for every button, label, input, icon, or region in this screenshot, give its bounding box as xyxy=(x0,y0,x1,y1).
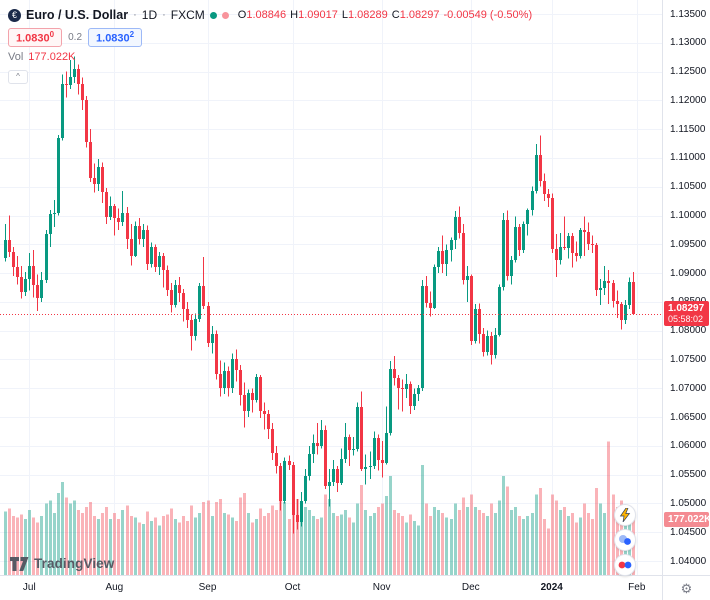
red-blue-dots-icon xyxy=(618,561,632,569)
separator: · xyxy=(133,9,137,21)
time-axis-label: Aug xyxy=(105,582,124,593)
price-axis-label: 1.04000 xyxy=(670,555,707,567)
interval-label[interactable]: 1D xyxy=(141,8,158,22)
axis-corner: ⚙ xyxy=(662,575,710,600)
open-value: 1.08846 xyxy=(246,9,287,21)
tradingview-logo-text: TradingView xyxy=(34,556,115,571)
volume-row: Vol 177.022K xyxy=(8,51,532,63)
time-axis-label: Sep xyxy=(198,582,217,593)
price-axis-label: 1.04500 xyxy=(670,526,707,538)
price-axis-label: 1.12500 xyxy=(670,66,707,78)
change-value: -0.00549 (-0.50%) xyxy=(443,9,533,21)
price-axis-label: 1.11000 xyxy=(670,152,706,164)
time-axis-label: Dec xyxy=(461,582,480,593)
ohlc-values: O1.08846 H1.09017 L1.08289 C1.08297 -0.0… xyxy=(237,9,533,21)
price-axis-label: 1.07500 xyxy=(670,353,707,365)
last-price-tag: 1.08297 05:58:02 xyxy=(664,300,709,327)
market-status-icon xyxy=(209,11,217,19)
quote-row: 1.08300 0.2 1.08302 xyxy=(8,27,532,48)
low-value: 1.08289 xyxy=(347,9,388,21)
exchange-label[interactable]: FXCM xyxy=(170,8,205,22)
tradingview-logo-icon xyxy=(10,556,29,571)
lightning-icon xyxy=(619,508,631,522)
bubbles-button[interactable] xyxy=(614,529,636,551)
buy-button[interactable]: 1.08302 xyxy=(88,27,143,48)
time-axis-label: 2024 xyxy=(540,582,563,593)
spread-value: 0.2 xyxy=(68,32,83,43)
high-value: 1.09017 xyxy=(298,9,338,21)
volume-label: Vol xyxy=(8,51,24,63)
price-axis-label: 1.07000 xyxy=(670,382,707,394)
price-axis-label: 1.12000 xyxy=(670,94,707,106)
tradingview-logo[interactable]: TradingView xyxy=(10,556,114,571)
price-axis-label: 1.05500 xyxy=(670,469,707,481)
price-axis-label: 1.06000 xyxy=(670,440,707,452)
gear-icon[interactable]: ⚙ xyxy=(680,580,693,596)
price-axis-label: 1.13500 xyxy=(670,8,707,20)
bubbles-icon xyxy=(619,535,631,545)
price-axis-label: 1.11500 xyxy=(670,123,706,135)
candlestick-chart[interactable] xyxy=(0,0,662,575)
symbol-title[interactable]: Euro / U.S. Dollar xyxy=(26,8,129,22)
time-axis-label: Jul xyxy=(22,582,36,593)
price-axis-label: 1.09000 xyxy=(670,267,707,279)
symbol-logo: € xyxy=(8,8,21,22)
time-axis-label: Feb xyxy=(628,582,646,593)
dots-button[interactable] xyxy=(614,554,636,576)
time-axis[interactable]: Jul Aug Sep Oct Nov Dec 2024 Feb xyxy=(0,575,662,600)
sell-button[interactable]: 1.08300 xyxy=(8,27,63,48)
price-axis-label: 1.13000 xyxy=(670,37,707,49)
lightning-button[interactable] xyxy=(614,504,636,526)
price-axis-label: 1.08000 xyxy=(670,325,707,337)
quick-action-buttons xyxy=(614,504,636,576)
legend-title-row: € Euro / U.S. Dollar · 1D · FXCM O1.0884… xyxy=(8,6,532,24)
data-status-icon xyxy=(221,11,229,19)
volume-tag: 177.022K xyxy=(664,512,710,528)
price-axis-label: 1.06500 xyxy=(670,411,707,423)
volume-value: 177.022K xyxy=(28,51,76,63)
bar-countdown: 05:58:02 xyxy=(668,314,704,325)
price-axis-label: 1.05000 xyxy=(670,497,707,509)
price-axis-label: 1.09500 xyxy=(670,238,707,250)
close-value: 1.08297 xyxy=(399,9,440,21)
time-axis-label: Nov xyxy=(372,582,391,593)
last-price-value: 1.08297 xyxy=(668,302,705,314)
collapse-legend-button[interactable]: ^ xyxy=(8,70,28,84)
price-axis-label: 1.10500 xyxy=(670,181,707,193)
time-axis-label: Oct xyxy=(284,582,301,593)
price-axis[interactable]: 1.08297 05:58:02 177.022K 1.13500 1.13000… xyxy=(662,0,710,575)
chart-legend: € Euro / U.S. Dollar · 1D · FXCM O1.0884… xyxy=(8,6,532,84)
price-axis-label: 1.10000 xyxy=(670,210,707,222)
separator: · xyxy=(162,9,166,21)
